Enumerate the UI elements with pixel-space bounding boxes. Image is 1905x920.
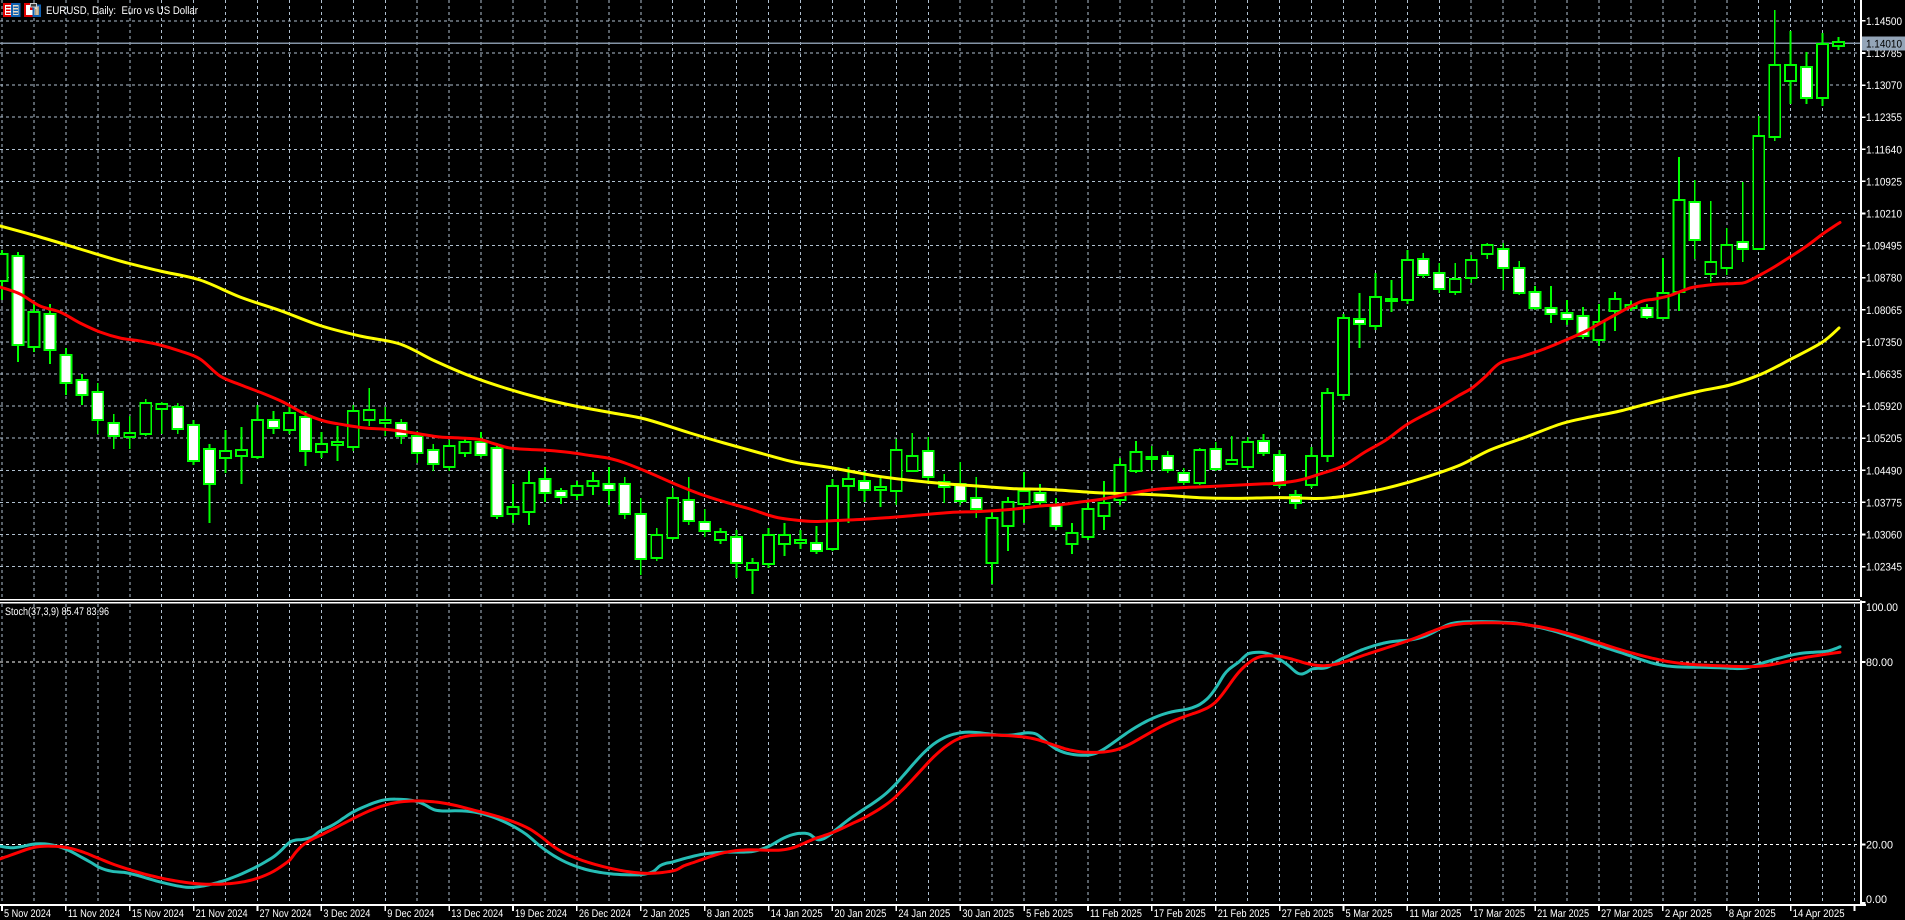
- svg-text:1.14010: 1.14010: [1866, 39, 1902, 51]
- svg-text:1.10925: 1.10925: [1866, 176, 1902, 188]
- svg-text:2 Jan 2025: 2 Jan 2025: [643, 908, 690, 920]
- svg-text:27 Mar 2025: 27 Mar 2025: [1601, 908, 1653, 920]
- svg-text:27 Nov 2024: 27 Nov 2024: [260, 908, 312, 920]
- svg-text:1.06635: 1.06635: [1866, 369, 1902, 381]
- svg-text:21 Nov 2024: 21 Nov 2024: [196, 908, 248, 920]
- svg-text:0.00: 0.00: [1866, 894, 1887, 906]
- svg-text:30 Jan 2025: 30 Jan 2025: [962, 908, 1014, 920]
- svg-text:1.07350: 1.07350: [1866, 337, 1902, 349]
- svg-text:100.00: 100.00: [1866, 602, 1898, 614]
- svg-text:19 Dec 2024: 19 Dec 2024: [515, 908, 567, 920]
- svg-text:1.04490: 1.04490: [1866, 465, 1902, 477]
- svg-text:11 Mar 2025: 11 Mar 2025: [1409, 908, 1461, 920]
- svg-text:1.11640: 1.11640: [1866, 144, 1902, 156]
- svg-text:21 Mar 2025: 21 Mar 2025: [1537, 908, 1589, 920]
- svg-text:15 Nov 2024: 15 Nov 2024: [132, 908, 184, 920]
- svg-text:27 Feb 2025: 27 Feb 2025: [1282, 908, 1334, 920]
- svg-text:26 Dec 2024: 26 Dec 2024: [579, 908, 631, 920]
- svg-text:21 Feb 2025: 21 Feb 2025: [1218, 908, 1270, 920]
- svg-text:1.08065: 1.08065: [1866, 305, 1902, 317]
- svg-text:EURUSD, Daily: Euro vs US Dol: EURUSD, Daily: Euro vs US Dollar: [46, 5, 198, 17]
- svg-text:3 Dec 2024: 3 Dec 2024: [323, 908, 370, 920]
- svg-text:14 Jan 2025: 14 Jan 2025: [771, 908, 823, 920]
- svg-text:1.08780: 1.08780: [1866, 273, 1902, 285]
- svg-text:17 Feb 2025: 17 Feb 2025: [1154, 908, 1206, 920]
- svg-text:5 Mar 2025: 5 Mar 2025: [1346, 908, 1393, 920]
- svg-text:1.10210: 1.10210: [1866, 209, 1902, 221]
- svg-text:2 Apr 2025: 2 Apr 2025: [1665, 908, 1712, 920]
- svg-text:1.12355: 1.12355: [1866, 112, 1902, 124]
- svg-text:20.00: 20.00: [1866, 840, 1893, 852]
- svg-text:1.09495: 1.09495: [1866, 241, 1902, 253]
- svg-text:1.14500: 1.14500: [1866, 16, 1902, 28]
- svg-text:80.00: 80.00: [1866, 657, 1893, 669]
- svg-text:1.03775: 1.03775: [1866, 497, 1902, 509]
- svg-text:13 Dec 2024: 13 Dec 2024: [451, 908, 503, 920]
- svg-text:9 Dec 2024: 9 Dec 2024: [387, 908, 434, 920]
- svg-text:1.13785: 1.13785: [1866, 48, 1902, 60]
- svg-text:8 Apr 2025: 8 Apr 2025: [1729, 908, 1776, 920]
- svg-text:1.05205: 1.05205: [1866, 433, 1902, 445]
- svg-text:1.02345: 1.02345: [1866, 562, 1902, 574]
- svg-text:Stoch(37,3,9) 85.47 83.96: Stoch(37,3,9) 85.47 83.96: [5, 606, 109, 618]
- svg-text:5 Feb 2025: 5 Feb 2025: [1026, 908, 1073, 920]
- svg-text:1.13070: 1.13070: [1866, 80, 1902, 92]
- svg-text:11 Nov 2024: 11 Nov 2024: [68, 908, 120, 920]
- svg-text:14 Apr 2025: 14 Apr 2025: [1793, 908, 1845, 920]
- svg-text:5 Nov 2024: 5 Nov 2024: [4, 908, 51, 920]
- svg-text:24 Jan 2025: 24 Jan 2025: [898, 908, 950, 920]
- svg-text:11 Feb 2025: 11 Feb 2025: [1090, 908, 1142, 920]
- svg-text:1.05920: 1.05920: [1866, 401, 1902, 413]
- svg-text:20 Jan 2025: 20 Jan 2025: [834, 908, 886, 920]
- svg-text:1.03060: 1.03060: [1866, 530, 1902, 542]
- svg-text:8 Jan 2025: 8 Jan 2025: [707, 908, 754, 920]
- svg-text:17 Mar 2025: 17 Mar 2025: [1473, 908, 1525, 920]
